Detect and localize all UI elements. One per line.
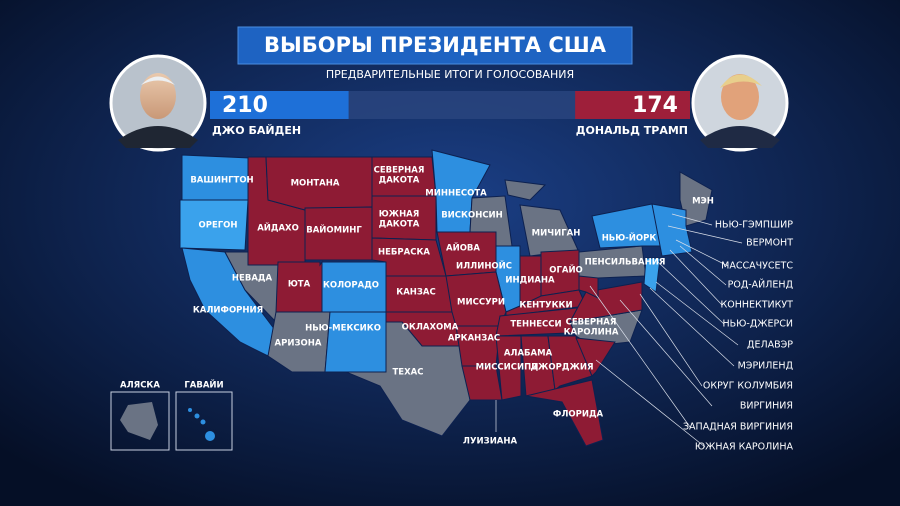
inset-frame <box>110 391 170 451</box>
state-label: ВАШИНГТОН <box>190 176 253 186</box>
candidate-name: ДЖО БАЙДЕН <box>212 124 301 137</box>
title-box <box>237 26 633 65</box>
alaska-shape <box>120 402 158 440</box>
state-label: МИССИСИПИ <box>476 363 539 373</box>
state-label: ДАКОТА <box>379 220 420 230</box>
hawaii-shape <box>188 408 215 441</box>
us-map <box>179 149 713 447</box>
vote-count: 210 <box>222 93 268 118</box>
state-label: МИННЕСОТА <box>425 189 487 199</box>
title: ВЫБОРЫ ПРЕЗИДЕНТА США <box>264 33 607 57</box>
state-label: ЮТА <box>288 280 311 290</box>
vote-count: 174 <box>632 93 678 118</box>
state-label: НЕБРАСКА <box>378 248 430 258</box>
callout-label: ВИРГИНИЯ <box>740 401 793 412</box>
state-label: ВАЙОМИНГ <box>306 224 362 236</box>
state-label: АРИЗОНА <box>275 339 322 349</box>
portrait-biden <box>109 54 207 152</box>
state-label: АЙДАХО <box>257 222 299 234</box>
state-label: АЙОВА <box>446 242 480 254</box>
state-label: КАРОЛИНА <box>564 328 619 338</box>
state-label: ВИСКОНСИН <box>441 211 503 221</box>
state-label: КОЛОРАДО <box>323 281 379 291</box>
inset-label: ГАВАЙИ <box>184 379 223 391</box>
callout-label: РОД-АЙЛЕНД <box>728 279 793 291</box>
inset-frame <box>175 391 233 451</box>
callout-label: МАССАЧУСЕТС <box>721 261 793 272</box>
subtitle: ПРЕДВАРИТЕЛЬНЫЕ ИТОГИ ГОЛОСОВАНИЯ <box>326 68 574 81</box>
state-label: КАНЗАС <box>396 288 436 298</box>
state-label: ПЕНСИЛЬВАНИЯ <box>585 258 666 268</box>
state-label: МЭН <box>692 197 714 207</box>
callout-label: ДЕЛАВЭР <box>747 340 793 351</box>
state-label: ДАКОТА <box>379 176 420 186</box>
state-label: АРКАНЗАС <box>448 334 500 344</box>
callout-label: НЬЮ-ГЭМПШИР <box>715 220 793 231</box>
inset-label: АЛЯСКА <box>120 381 160 391</box>
state-label: СЕВЕРНАЯ <box>374 166 425 176</box>
state-label: КАЛИФОРНИЯ <box>193 306 263 316</box>
callout-label: ЮЖНАЯ КАРОЛИНА <box>695 442 794 453</box>
state-label: ОКЛАХОМА <box>402 323 459 333</box>
candidate-name: ДОНАЛЬД ТРАМП <box>576 124 688 137</box>
callout-label: ОКРУГ КОЛУМБИЯ <box>703 381 793 392</box>
portrait-trump <box>691 54 789 152</box>
vote-bar <box>575 91 690 119</box>
callout-label: КОННЕКТИКУТ <box>720 300 793 311</box>
state-label: ИЛЛИНОЙС <box>456 260 512 272</box>
state-label: ЛУИЗИАНА <box>463 437 518 447</box>
state-label: МИЧИГАН <box>532 229 581 239</box>
state-label: ТЕХАС <box>393 368 424 378</box>
leader-lines <box>495 213 743 448</box>
state-label: МИССУРИ <box>457 298 505 308</box>
state-label: НЬЮ-МЕКСИКО <box>305 324 381 334</box>
callout-label: ВЕРМОНТ <box>746 238 793 249</box>
state-label: АЛАБАМА <box>504 349 553 359</box>
state-label: ЮЖНАЯ <box>379 210 420 220</box>
callout-label: МЭРИЛЕНД <box>738 361 793 372</box>
state-label: НЬЮ-ЙОРК <box>602 232 657 244</box>
state-label: СЕВЕРНАЯ <box>566 318 617 328</box>
state-label: МОНТАНА <box>291 179 340 189</box>
state-label: НЕВАДА <box>232 274 273 284</box>
state-label: ДЖОРДЖИЯ <box>530 363 593 373</box>
state-label: ИНДИАНА <box>505 276 555 286</box>
callout-label: ЗАПАДНАЯ ВИРГИНИЯ <box>683 422 793 433</box>
state-label: ОРЕГОН <box>198 221 237 231</box>
state-label: ФЛОРИДА <box>553 410 604 420</box>
state-label: ОГАЙО <box>549 264 583 276</box>
vote-bar <box>210 91 349 119</box>
state-label: ТЕННЕССИ <box>510 320 561 330</box>
callout-label: НЬЮ-ДЖЕРСИ <box>723 319 793 330</box>
state-label: КЕНТУККИ <box>519 301 572 311</box>
